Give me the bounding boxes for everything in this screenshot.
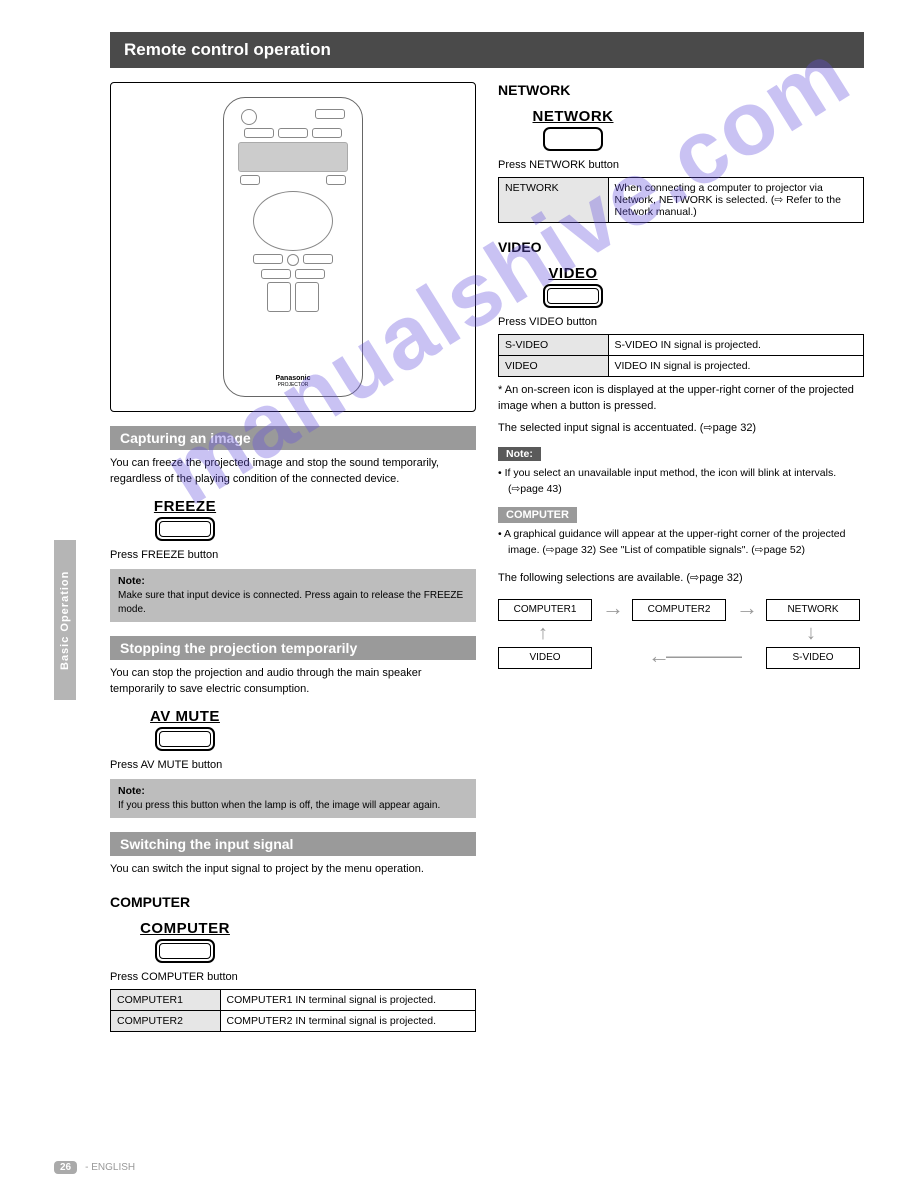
- section-avmute-title: Stopping the projection temporarily: [110, 636, 476, 660]
- freeze-note-head: Note:: [118, 575, 145, 587]
- right-note-head: Note:: [498, 447, 541, 461]
- video-t-r2k: VIDEO: [499, 356, 609, 377]
- right-note-b2: A graphical guidance will appear at the …: [498, 527, 864, 559]
- video-t-r1v: S-VIDEO IN signal is projected.: [608, 335, 864, 356]
- arrow-up-icon: ↑: [538, 623, 548, 643]
- signal-flow-diagram: COMPUTER1 → COMPUTER2 → NETWORK ↓ S-VIDE…: [498, 593, 864, 683]
- arrow-down-icon: ↓: [806, 623, 816, 643]
- video-press-note: Press VIDEO button: [498, 316, 864, 328]
- computer-t-r1v: COMPUTER1 IN terminal signal is projecte…: [220, 989, 476, 1010]
- computer-subhead: COMPUTER: [110, 894, 476, 910]
- network-t-r1k: NETWORK: [499, 178, 609, 223]
- flow-node-5: S-VIDEO: [766, 647, 860, 669]
- freeze-button-graphic: FREEZE: [140, 498, 230, 541]
- video-remark2: The selected input signal is accentuated…: [498, 421, 864, 437]
- computer-t-r2v: COMPUTER2 IN terminal signal is projecte…: [220, 1010, 476, 1031]
- network-subhead: NETWORK: [498, 82, 864, 98]
- computer-button-graphic: COMPUTER: [140, 920, 230, 963]
- computer-press-note: Press COMPUTER button: [110, 971, 476, 983]
- remote-illustration-frame: Panasonic PROJECTOR: [110, 82, 476, 412]
- network-t-r1v: When connecting a computer to projector …: [608, 178, 864, 223]
- arrow-right-icon: →: [602, 597, 624, 619]
- remote-illustration: Panasonic PROJECTOR: [223, 97, 363, 397]
- video-subhead: VIDEO: [498, 239, 864, 255]
- page-title: Remote control operation: [124, 40, 331, 60]
- right-mini-bar: COMPUTER: [498, 507, 577, 523]
- page-title-bar: Remote control operation: [110, 32, 864, 68]
- page-footer: 26 - ENGLISH: [54, 1161, 135, 1174]
- footer-page-number: 26: [54, 1161, 77, 1174]
- flow-node-1: COMPUTER1: [498, 599, 592, 621]
- freeze-btn-label: FREEZE: [140, 498, 230, 515]
- side-tab: Basic Operation: [54, 540, 76, 700]
- network-btn-label: NETWORK: [528, 108, 618, 125]
- section-freeze-desc: You can freeze the projected image and s…: [110, 456, 476, 488]
- flow-node-4: VIDEO: [498, 647, 592, 669]
- arrow-left-icon: ←————: [648, 645, 738, 667]
- network-press-note: Press NETWORK button: [498, 159, 864, 171]
- avmute-note-box: Note: If you press this button when the …: [110, 779, 476, 818]
- video-button-graphic: VIDEO: [528, 265, 618, 308]
- avmute-note-text: If you press this button when the lamp i…: [118, 799, 468, 813]
- section-computer-desc: You can switch the input signal to proje…: [110, 862, 476, 878]
- right-note-b1: If you select an unavailable input metho…: [498, 466, 864, 498]
- flow-lead: The following selections are available. …: [498, 571, 864, 587]
- network-table: NETWORK When connecting a computer to pr…: [498, 177, 864, 223]
- freeze-press-note: Press FREEZE button: [110, 549, 476, 561]
- avmute-note-head: Note:: [118, 785, 145, 797]
- avmute-btn-label: AV MUTE: [140, 708, 230, 725]
- computer-table: COMPUTER1 COMPUTER1 IN terminal signal i…: [110, 989, 476, 1032]
- video-table: S-VIDEO S-VIDEO IN signal is projected. …: [498, 334, 864, 377]
- video-remark: * An on-screen icon is displayed at the …: [498, 383, 864, 415]
- section-freeze-title: Capturing an image: [110, 426, 476, 450]
- avmute-press-note: Press AV MUTE button: [110, 759, 476, 771]
- computer-t-r2k: COMPUTER2: [111, 1010, 221, 1031]
- avmute-button-graphic: AV MUTE: [140, 708, 230, 751]
- network-button-graphic: NETWORK: [528, 108, 618, 151]
- section-avmute-desc: You can stop the projection and audio th…: [110, 666, 476, 698]
- flow-node-3: NETWORK: [766, 599, 860, 621]
- computer-t-r1k: COMPUTER1: [111, 989, 221, 1010]
- arrow-right-icon: →: [736, 597, 758, 619]
- flow-node-2: COMPUTER2: [632, 599, 726, 621]
- video-t-r2v: VIDEO IN signal is projected.: [608, 356, 864, 377]
- computer-btn-label: COMPUTER: [140, 920, 230, 937]
- video-t-r1k: S-VIDEO: [499, 335, 609, 356]
- section-computer-title: Switching the input signal: [110, 832, 476, 856]
- video-btn-label: VIDEO: [528, 265, 618, 282]
- freeze-note-box: Note: Make sure that input device is con…: [110, 569, 476, 622]
- footer-lang: - ENGLISH: [85, 1162, 135, 1173]
- freeze-note-text: Make sure that input device is connected…: [118, 589, 468, 617]
